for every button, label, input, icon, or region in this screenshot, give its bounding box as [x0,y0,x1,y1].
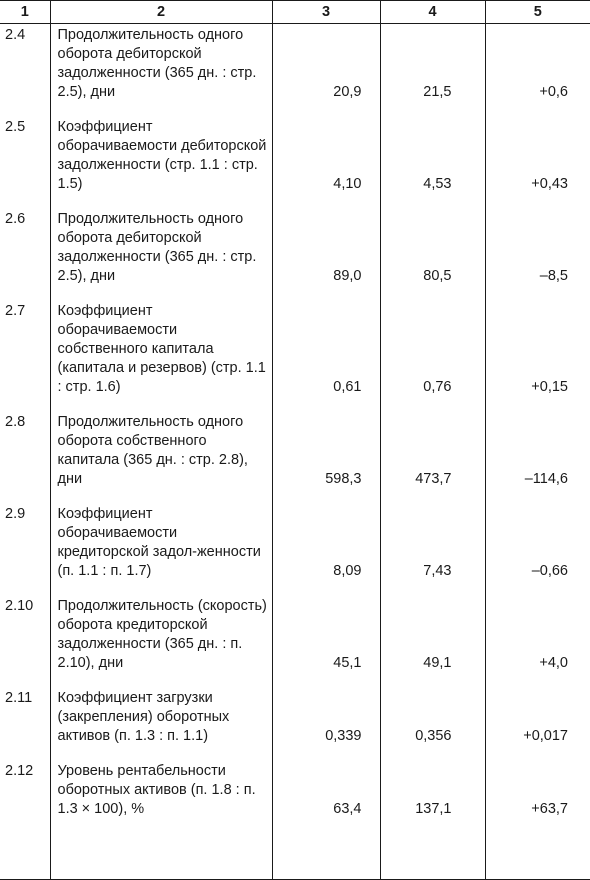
value-col3: 4,10 [271,116,381,208]
value-col3: 20,9 [271,23,381,116]
indicator-name: Коэффициент загрузки (закрепления) оборо… [49,687,273,760]
blank-cell [484,833,590,880]
table-row: 2.4 Продолжительность одного оборота деб… [0,23,590,116]
value-col5: +63,7 [484,760,590,833]
indicator-name: Коэффициент оборачиваемости кредиторской… [49,503,273,595]
value-col3: 0,339 [271,687,381,760]
indicator-name: Уровень рентабельности оборотных активов… [49,760,273,833]
value-col4: 0,356 [379,687,486,760]
blank-cell [379,833,486,880]
blank-cell [0,833,51,880]
column-header: 2 [49,0,273,24]
column-header: 4 [379,0,486,24]
value-col3: 8,09 [271,503,381,595]
value-col4: 7,43 [379,503,486,595]
value-col4: 0,76 [379,300,486,411]
value-col4: 80,5 [379,208,486,300]
row-code: 2.4 [0,23,51,116]
value-col4: 137,1 [379,760,486,833]
value-col5: –0,66 [484,503,590,595]
column-header: 1 [0,0,51,24]
value-col4: 21,5 [379,23,486,116]
table-row: 2.7 Коэффициент оборачиваемости собствен… [0,300,590,411]
value-col3: 63,4 [271,760,381,833]
row-code: 2.6 [0,208,51,300]
table-row: 2.10 Продолжительность (скорость) оборот… [0,595,590,687]
table-row: 2.9 Коэффициент оборачиваемости кредитор… [0,503,590,595]
value-col5: –114,6 [484,411,590,503]
row-code: 2.9 [0,503,51,595]
header-row: 1 2 3 4 5 [0,0,590,24]
table-row: 2.12 Уровень рентабельности оборотных ак… [0,760,590,833]
value-col5: +0,15 [484,300,590,411]
column-header: 3 [271,0,381,24]
row-code: 2.8 [0,411,51,503]
indicator-name: Продолжительность (скорость) оборота кре… [49,595,273,687]
indicator-name: Продолжительность одного оборота собстве… [49,411,273,503]
table-row: 2.11 Коэффициент загрузки (закрепления) … [0,687,590,760]
blank-cell [49,833,273,880]
indicator-name: Продолжительность одного оборота дебитор… [49,208,273,300]
row-code: 2.11 [0,687,51,760]
row-code: 2.7 [0,300,51,411]
value-col5: +0,6 [484,23,590,116]
blank-cell [271,833,381,880]
indicator-name: Коэффициент оборачиваемости собственного… [49,300,273,411]
value-col4: 4,53 [379,116,486,208]
indicator-name: Коэффициент оборачиваемости дебиторской … [49,116,273,208]
value-col5: +4,0 [484,595,590,687]
table-row: 2.6 Продолжительность одного оборота деб… [0,208,590,300]
value-col4: 49,1 [379,595,486,687]
indicator-name: Продолжительность одного оборота дебитор… [49,23,273,116]
value-col5: –8,5 [484,208,590,300]
table-row: 2.8 Продолжительность одного оборота соб… [0,411,590,503]
column-header: 5 [484,0,590,24]
row-code: 2.10 [0,595,51,687]
value-col3: 89,0 [271,208,381,300]
value-col3: 598,3 [271,411,381,503]
blank-row [0,833,590,880]
value-col5: +0,017 [484,687,590,760]
value-col5: +0,43 [484,116,590,208]
value-col3: 45,1 [271,595,381,687]
table-row: 2.5 Коэффициент оборачиваемости дебиторс… [0,116,590,208]
row-code: 2.12 [0,760,51,833]
value-col4: 473,7 [379,411,486,503]
value-col3: 0,61 [271,300,381,411]
row-code: 2.5 [0,116,51,208]
